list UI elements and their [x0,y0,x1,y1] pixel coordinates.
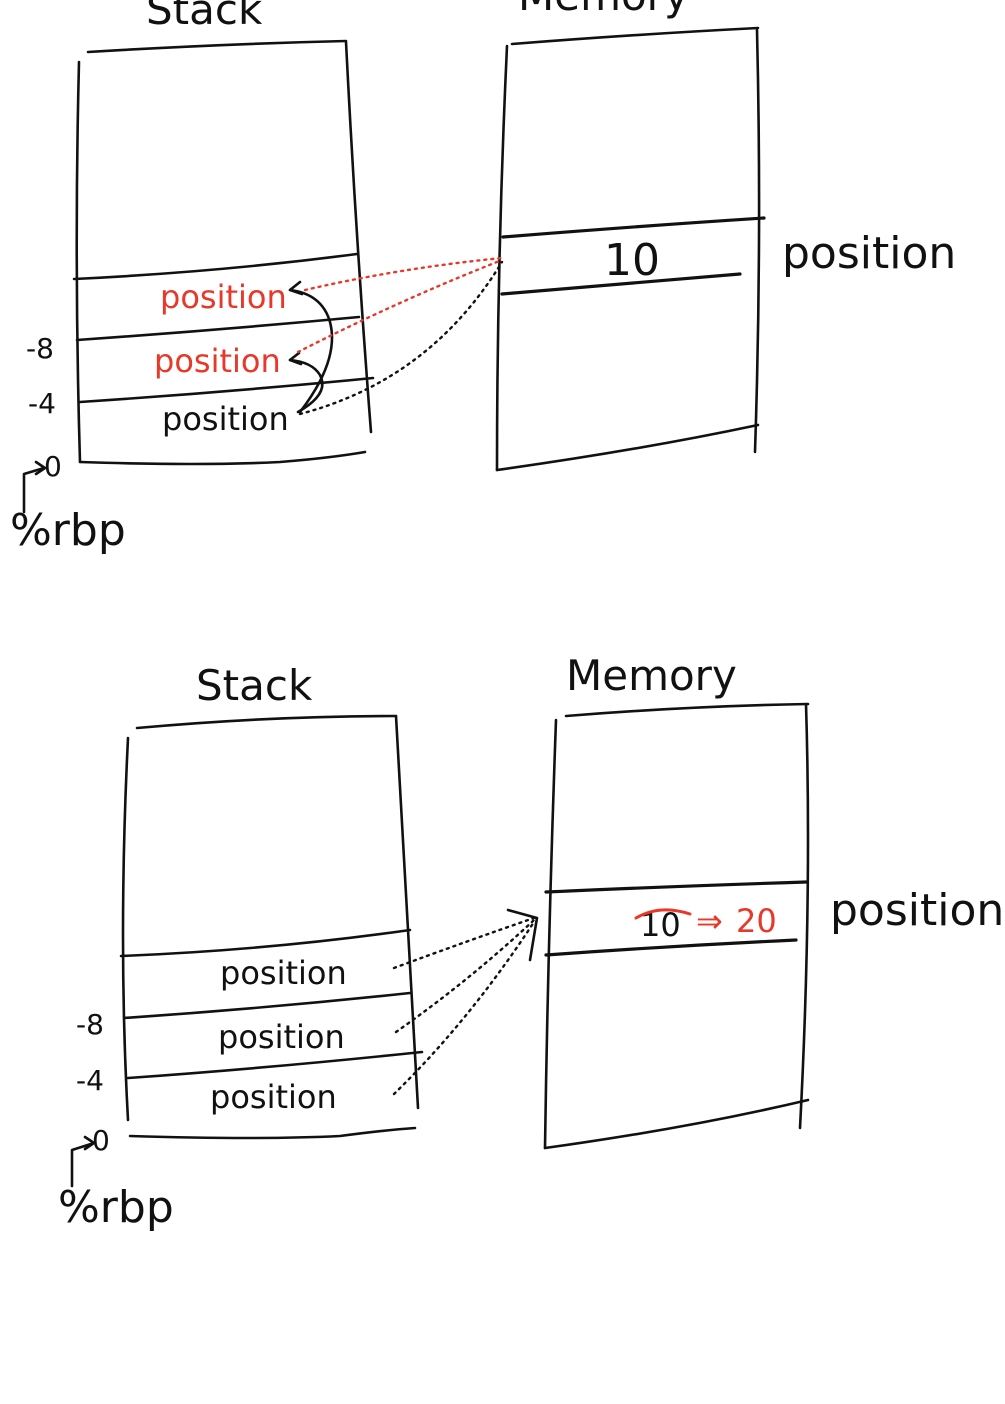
reference-line [394,918,536,1034]
copy-arrow-head [288,280,304,296]
memory-box-right [753,28,761,454]
memory-box-top [564,702,810,718]
memory-title: Memory [566,651,737,700]
copy-arrow-head [288,351,303,366]
stack-box-top [86,39,348,54]
memory-cell-label: position [782,228,956,279]
stack-box-right [344,40,373,434]
rbp-arrow [22,466,46,514]
stack-title: Stack [146,0,263,34]
reference-line [298,260,504,416]
stack-slot-label: position [154,342,281,380]
stack-slot-label: position [160,278,287,316]
rbp-arrow-head [34,460,47,476]
rbp-arrow-head [83,1135,96,1151]
stack-box-left [75,60,82,464]
memory-box-bottom [543,1098,810,1150]
panel-before: Stack Memory position position position … [10,0,956,556]
offset-label: 0 [92,1124,110,1157]
memory-box-top [510,26,760,46]
memory-cell-value: 10 [604,235,660,286]
stack-box-left [121,736,130,1122]
reference-line [392,916,536,970]
memory-box-right [798,702,810,1130]
offset-label: 0 [44,450,62,483]
memory-cell-bottom [544,938,798,957]
stack-title: Stack [196,661,313,710]
copy-arrow-curve [288,358,324,414]
offset-label: -8 [76,1008,104,1041]
stack-box-bottom [78,450,367,466]
memory-new-value: 20 [736,902,777,940]
stack-divider [75,315,361,342]
stack-box-right [394,714,420,1110]
stack-divider [78,376,375,404]
rbp-label: %rbp [10,505,126,556]
copy-arrow-curve [288,288,334,414]
stack-divider [126,1050,424,1080]
panel-after: Stack Memory position position position … [58,651,1004,1233]
reference-line [303,256,504,292]
offset-label: -4 [28,387,56,420]
rbp-arrow [70,1141,96,1188]
offset-label: -4 [76,1064,104,1097]
rbp-label: %rbp [58,1182,174,1233]
strikethrough [634,908,692,920]
stack-divider [122,991,412,1020]
stack-box-top [135,714,398,730]
memory-box-left [543,718,558,1150]
memory-cell-bottom [500,272,742,296]
memory-cell-label: position [830,885,1004,936]
memory-cell-top [501,216,766,239]
memory-box-bottom [495,423,760,472]
stack-box-bottom [128,1126,417,1140]
stack-divider [119,928,412,958]
memory-cell-top [544,880,808,894]
stack-slot-label: position [220,954,347,992]
stack-slot-label: position [210,1078,337,1116]
stack-slot-label: position [162,400,289,438]
stack-slot-label: position [218,1018,345,1056]
reference-line [296,258,504,354]
stack-divider [72,252,359,281]
memory-title: Memory [518,0,689,20]
memory-update-arrow: ⇒ [696,902,723,940]
reference-arrow-head [506,908,539,962]
offset-label: -8 [26,332,54,365]
